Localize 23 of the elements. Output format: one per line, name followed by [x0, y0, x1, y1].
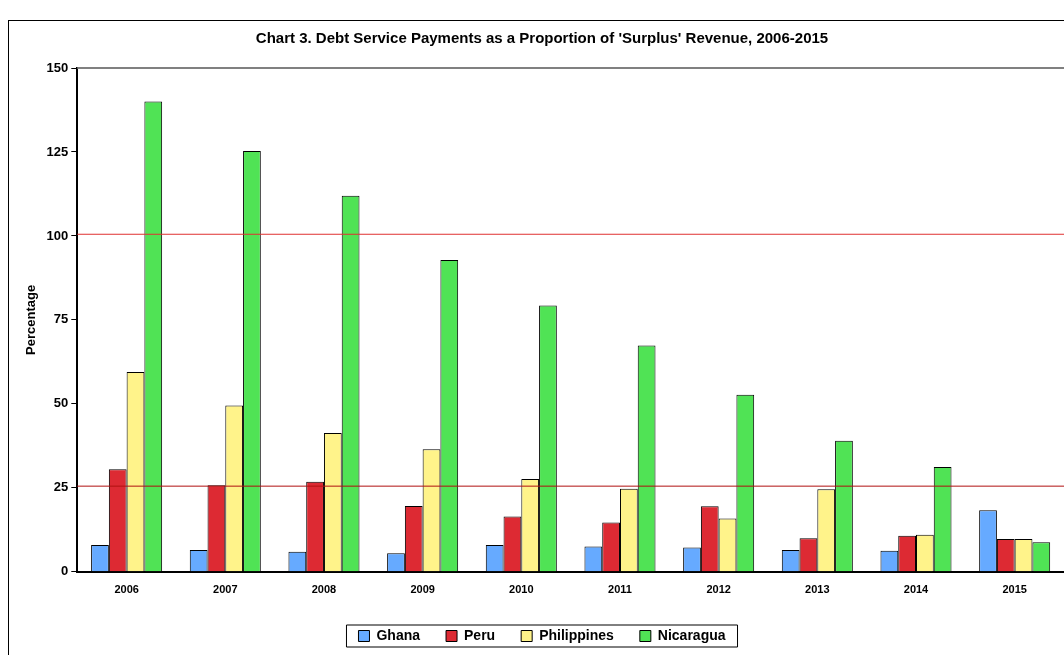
y-tick-label: 125 — [46, 143, 69, 159]
legend-label: Peru — [464, 626, 496, 643]
x-tick-label: 2013 — [805, 583, 830, 596]
y-tick-label: 75 — [53, 311, 69, 327]
y-tick-label: 50 — [53, 395, 69, 411]
legend-label: Nicaragua — [657, 626, 726, 643]
y-tick-label: 25 — [53, 479, 69, 495]
x-tick-label: 2014 — [903, 583, 930, 596]
y-tick-label: 150 — [46, 59, 69, 75]
x-tick-label: 2012 — [706, 583, 731, 596]
legend-label: Philippines — [539, 626, 615, 643]
x-tick-label: 2015 — [1002, 583, 1027, 596]
y-axis-title: Percentage — [23, 284, 39, 355]
y-tick-label: 100 — [46, 227, 69, 243]
legend-label: Ghana — [376, 626, 421, 643]
chart-title: Chart 3. Debt Service Payments as a Proportion of 'Surplus' Revenue, 2006-2015 — [255, 29, 829, 47]
x-tick-label: 2009 — [410, 583, 435, 596]
x-tick-label: 2006 — [114, 583, 139, 596]
x-tick-label: 2010 — [509, 583, 534, 596]
y-tick-label: 0 — [61, 563, 69, 579]
x-tick-label: 2011 — [608, 583, 632, 596]
x-tick-label: 2007 — [213, 583, 238, 596]
x-tick-label: 2008 — [311, 583, 337, 596]
